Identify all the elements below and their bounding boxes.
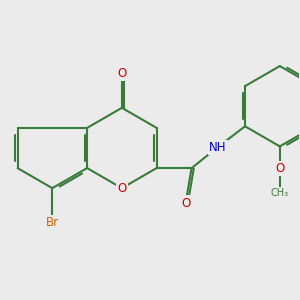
Text: O: O (275, 162, 284, 175)
Text: O: O (117, 182, 127, 195)
Text: O: O (117, 67, 127, 80)
Text: CH₃: CH₃ (271, 188, 289, 198)
Text: O: O (181, 196, 190, 209)
Text: Br: Br (46, 216, 59, 229)
Text: NH: NH (209, 141, 226, 154)
